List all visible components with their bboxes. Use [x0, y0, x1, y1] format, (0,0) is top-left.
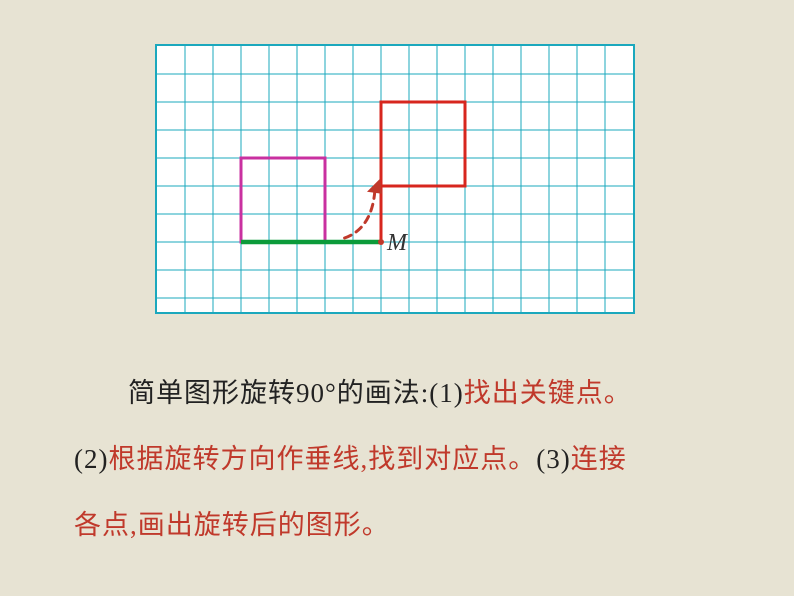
point-label-m: M	[387, 230, 407, 257]
grid-svg	[157, 46, 633, 312]
text-seg: (2)	[74, 444, 108, 474]
diagram-panel: M	[155, 44, 635, 314]
instruction-text: 简单图形旋转90°的画法:(1)找出关键点。 (2)根据旋转方向作垂线,找到对应…	[74, 360, 734, 558]
text-seg: 各点,画出旋转后的图形。	[74, 510, 390, 540]
text-seg: 连接	[571, 444, 627, 474]
text-seg: (3)	[536, 444, 570, 474]
text-seg: 根据旋转方向作垂线,找到对应点。	[108, 444, 536, 474]
text-seg: 简单图形旋转90°的画法:(1)	[128, 378, 464, 408]
text-seg: 找出关键点。	[464, 378, 632, 408]
